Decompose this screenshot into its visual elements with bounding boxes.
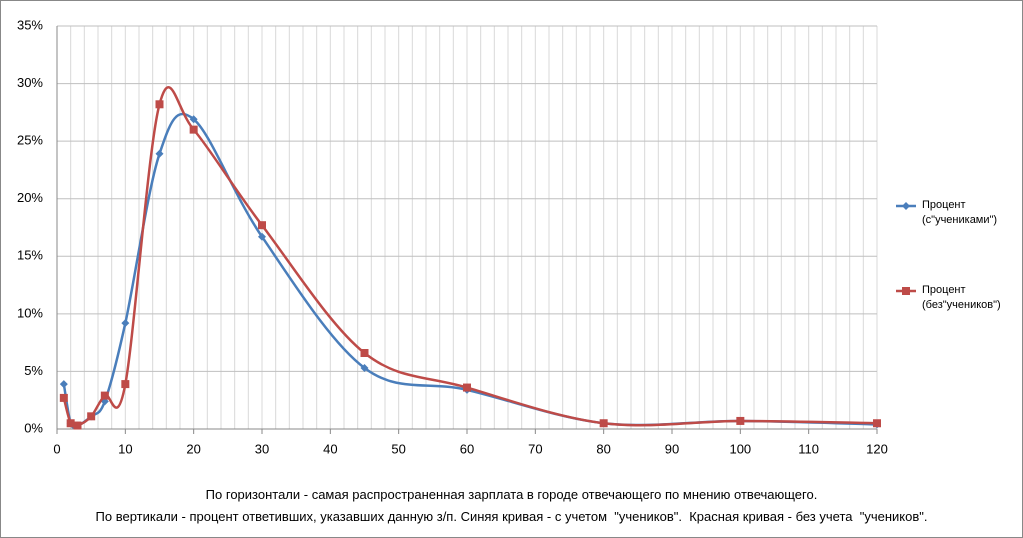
data-point [360, 363, 369, 372]
x-tick-label: 10 [118, 441, 132, 456]
y-tick-label: 5% [24, 363, 43, 378]
data-point [258, 221, 266, 230]
x-tick-label: 50 [391, 441, 405, 456]
data-point [189, 125, 198, 134]
legend-marker [902, 202, 910, 210]
legend-marker [902, 287, 910, 295]
data-point [155, 149, 164, 158]
y-tick-label: 30% [17, 75, 43, 90]
data-point [155, 100, 164, 109]
data-point [59, 393, 68, 402]
y-tick-label: 35% [17, 17, 43, 32]
data-point [121, 380, 130, 389]
x-tick-label: 110 [798, 441, 819, 456]
data-point [66, 419, 75, 428]
data-point [463, 383, 471, 392]
data-point [73, 421, 82, 430]
x-tick-label: 20 [186, 441, 200, 456]
data-point [100, 391, 109, 400]
data-point [599, 419, 608, 428]
x-tick-label: 100 [729, 441, 751, 456]
data-point [189, 115, 198, 124]
annotation: По вертикали - процент ответивших, указа… [95, 509, 928, 524]
x-tick-label: 70 [528, 441, 542, 456]
x-tick-label: 80 [596, 441, 610, 456]
annotation: По горизонтали - самая распространенная … [205, 487, 818, 502]
x-tick-label: 40 [323, 441, 337, 456]
data-point [59, 380, 68, 389]
y-tick-label: 20% [17, 190, 43, 205]
x-tick-label: 0 [53, 441, 60, 456]
data-point [87, 412, 96, 421]
x-tick-label: 30 [255, 441, 269, 456]
data-point [873, 419, 881, 428]
x-tick-label: 90 [665, 441, 679, 456]
data-point [258, 232, 266, 241]
data-point [736, 416, 745, 425]
legend-label: Процент (без"учеников") [922, 284, 1001, 311]
y-tick-label: 0% [24, 420, 43, 435]
legend-label: Процент (с"учениками") [922, 199, 998, 226]
x-tick-label: 60 [460, 441, 474, 456]
y-tick-label: 25% [17, 133, 43, 148]
x-tick-label: 120 [866, 441, 888, 456]
data-point [121, 319, 130, 328]
y-tick-label: 15% [17, 248, 43, 263]
data-point [360, 349, 369, 358]
y-tick-label: 10% [17, 305, 43, 320]
